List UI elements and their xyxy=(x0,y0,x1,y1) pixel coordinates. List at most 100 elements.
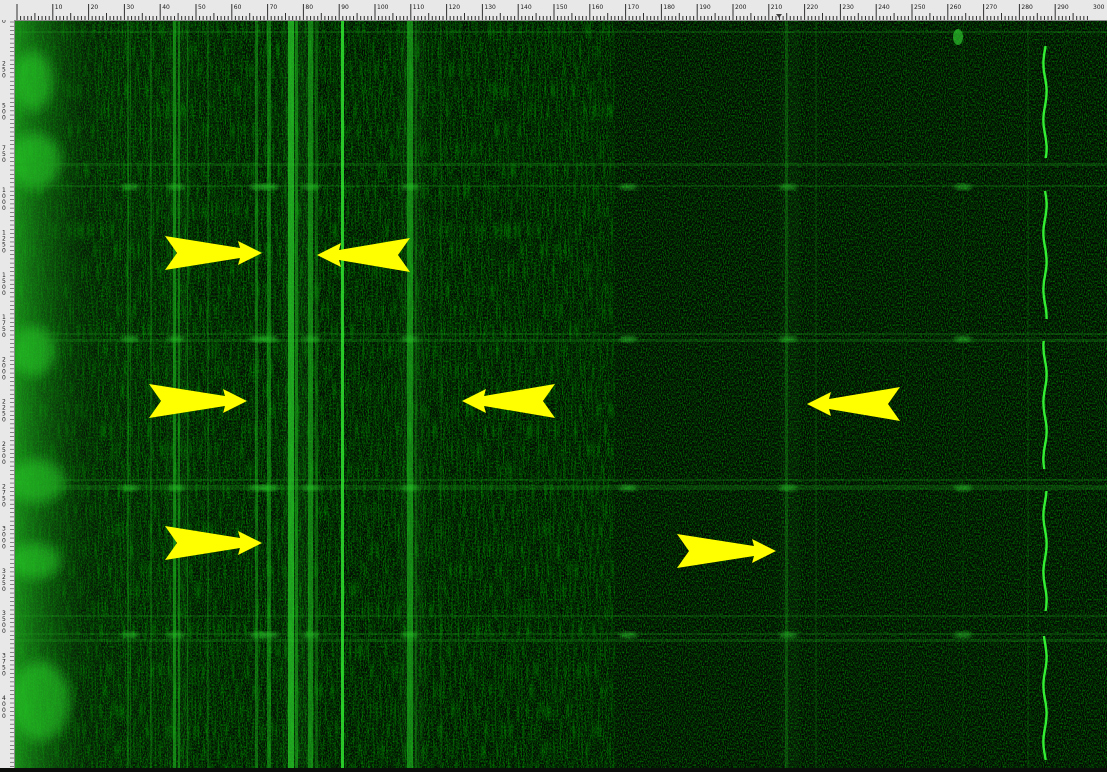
arrow-left-icon xyxy=(807,387,900,421)
wave-segment xyxy=(1042,45,1048,159)
vertical-trace xyxy=(815,21,817,768)
ruler-label: 5 xyxy=(2,326,6,333)
ruler-label: 160 xyxy=(592,4,604,11)
wave-segment xyxy=(1042,635,1048,761)
ruler-label: 220 xyxy=(807,4,819,11)
ruler-label: 5 xyxy=(2,66,6,73)
ruler-label: 200 xyxy=(735,4,747,11)
horizontal-band xyxy=(15,633,1107,635)
horizontal-band xyxy=(15,163,1107,166)
ruler-label: 0 xyxy=(2,713,6,720)
horizontal-band xyxy=(15,333,1107,335)
top-right-blip xyxy=(953,29,963,45)
ruler-label: 60 xyxy=(234,4,242,11)
burst-blob xyxy=(15,459,65,503)
horizontal-band xyxy=(15,487,1107,490)
ruler-label: 250 xyxy=(914,4,926,11)
ruler-label: 5 xyxy=(2,665,6,672)
ruler-label: 2 xyxy=(2,399,6,406)
ruler-label: 1 xyxy=(2,187,6,194)
wavy-trace xyxy=(953,29,1048,761)
ruler-label: 230 xyxy=(842,4,854,11)
arrow-right-icon xyxy=(165,526,262,560)
vertical-trace xyxy=(255,21,258,768)
ruler-label: 70 xyxy=(270,4,278,11)
trace-glow xyxy=(780,21,800,768)
ruler-label: 300 xyxy=(1093,4,1105,11)
ruler-label: 0 xyxy=(2,628,6,635)
ruler-label: 2 xyxy=(2,574,6,581)
ruler-label: 100 xyxy=(377,4,389,11)
ruler-label: 2 xyxy=(2,236,6,243)
ruler-label: 0 xyxy=(2,707,6,714)
horizontal-band xyxy=(15,185,1107,187)
ruler-label: 3 xyxy=(2,526,6,533)
vertical-trace xyxy=(267,21,271,768)
ruler-label: 0 xyxy=(2,538,6,545)
wave-segment xyxy=(1042,490,1048,612)
ruler-label: 50 xyxy=(198,4,206,11)
ruler-label: 170 xyxy=(628,4,640,11)
vertical-trace xyxy=(1027,21,1029,768)
ruler-label: 30 xyxy=(126,4,134,11)
ruler-label: 0 xyxy=(2,72,6,79)
horizontal-band xyxy=(15,615,1107,617)
ruler-label: 90 xyxy=(341,4,349,11)
vertical-trace xyxy=(127,21,129,768)
vertical-trace xyxy=(905,21,906,768)
ruler-label: 280 xyxy=(1021,4,1033,11)
burst-blob xyxy=(15,543,61,579)
ruler-label: 3 xyxy=(2,568,6,575)
intersection-spot xyxy=(121,632,139,638)
ruler-label: 2 xyxy=(2,441,6,448)
horizontal-bands xyxy=(15,31,1107,642)
ruler-label: 3 xyxy=(2,653,6,660)
ruler-label: 260 xyxy=(950,4,962,11)
ruler-label: 5 xyxy=(2,616,6,623)
ruler-label: 130 xyxy=(484,4,496,11)
ruler-label: 0 xyxy=(2,701,6,708)
ruler-label: 5 xyxy=(2,242,6,249)
ruler-label: 0 xyxy=(2,622,6,629)
intersection-spot xyxy=(619,184,637,190)
ruler-label: 7 xyxy=(2,489,6,496)
spectrogram-plot[interactable] xyxy=(15,21,1107,768)
horizontal-band xyxy=(15,339,1107,342)
horizontal-ruler[interactable]: 10 20 30 40 50 60 70 80 90 100 110 120 130 140 150 160 1… xyxy=(0,0,1107,21)
vertical-trace xyxy=(440,21,442,768)
ruler-label: 5 xyxy=(2,278,6,285)
vertical-trace xyxy=(130,21,131,768)
ruler-label: 0 xyxy=(2,501,6,508)
ruler-label: 150 xyxy=(556,4,568,11)
ruler-label: 20 xyxy=(91,4,99,11)
intersection-spot xyxy=(261,485,279,491)
ruler-label: 2 xyxy=(2,60,6,67)
intersection-spot xyxy=(121,336,139,342)
ruler-label: 2 xyxy=(2,483,6,490)
ruler-label: 1 xyxy=(2,314,6,321)
ruler-label: 40 xyxy=(162,4,170,11)
ruler-label: 5 xyxy=(2,103,6,110)
ruler-label: 5 xyxy=(2,580,6,587)
horizontal-ruler-scale: 10 20 30 40 50 60 70 80 90 100 110 120 130 140 150 160 1… xyxy=(16,4,1105,20)
ruler-label: 0 xyxy=(2,115,6,122)
ruler-label: 0 xyxy=(2,671,6,678)
ruler-label: 0 xyxy=(2,374,6,381)
arrow-right-icon xyxy=(165,236,262,270)
ruler-label: 0 xyxy=(2,459,6,466)
ruler-label: 5 xyxy=(2,411,6,418)
ruler-label: 240 xyxy=(878,4,890,11)
intersection-spot xyxy=(954,336,972,342)
intersection-spot xyxy=(954,485,972,491)
wave-segment xyxy=(1042,340,1048,470)
low-frequency-bursts xyxy=(15,51,70,741)
ruler-label: 1 xyxy=(2,272,6,279)
burst-blob xyxy=(15,326,55,376)
trace-glow xyxy=(283,21,313,768)
ruler-label: 140 xyxy=(520,4,532,11)
ruler-label: 1 xyxy=(2,230,6,237)
ruler-marker-icon xyxy=(776,14,782,18)
vertical-ruler-scale: 0250500750100012501500175020002250250027… xyxy=(2,18,14,767)
